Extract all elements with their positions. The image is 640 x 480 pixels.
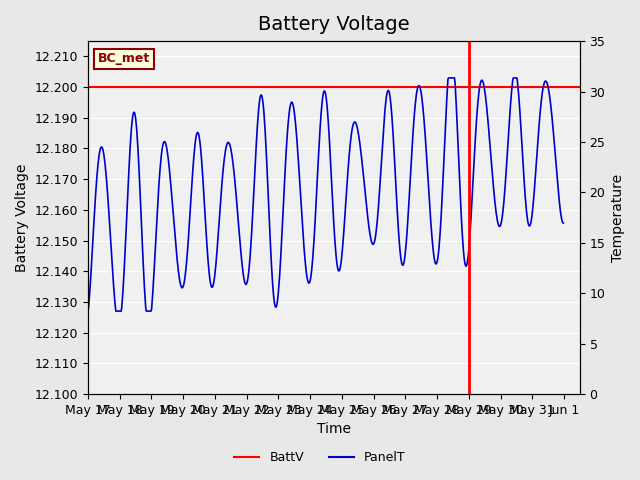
Title: Battery Voltage: Battery Voltage [258,15,410,34]
Legend: BattV, PanelT: BattV, PanelT [229,446,411,469]
X-axis label: Time: Time [317,422,351,436]
Y-axis label: Temperature: Temperature [611,173,625,262]
Y-axis label: Battery Voltage: Battery Voltage [15,163,29,272]
Text: BC_met: BC_met [98,52,150,65]
